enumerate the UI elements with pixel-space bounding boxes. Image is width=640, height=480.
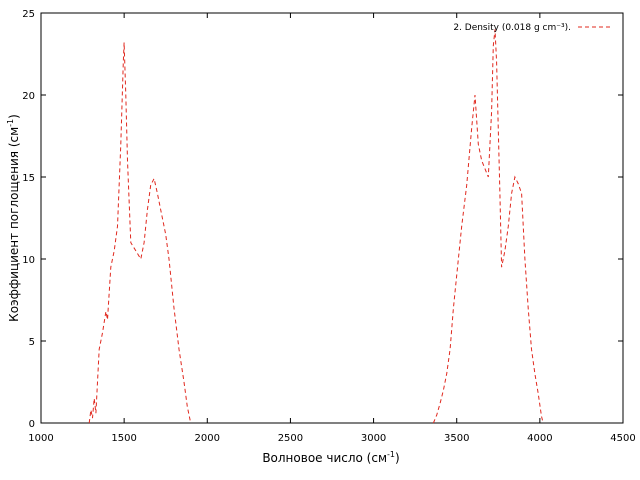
x-tick-label: 1000 xyxy=(28,433,53,444)
y-tick-label: 20 xyxy=(22,91,35,102)
y-tick-label: 15 xyxy=(22,173,35,184)
y-tick-label: 0 xyxy=(29,419,35,430)
y-tick-label: 25 xyxy=(22,9,35,20)
x-tick-label: 2500 xyxy=(278,433,303,444)
x-tick-label: 4500 xyxy=(610,433,635,444)
y-tick-label: 5 xyxy=(29,337,35,348)
x-tick-label: 3000 xyxy=(361,433,386,444)
x-tick-label: 4000 xyxy=(527,433,552,444)
series-line-0-segment-1 xyxy=(432,29,544,424)
series-line-0-segment-0 xyxy=(88,42,192,424)
series-layer xyxy=(88,29,544,424)
x-tick-label: 1500 xyxy=(111,433,136,444)
y-tick-label: 10 xyxy=(22,255,35,266)
y-axis-ticks: 0 5 10 15 20 25 xyxy=(22,9,623,430)
x-axis-ticks: 1000 1500 2000 2500 3000 3500 4000 4500 xyxy=(28,13,636,444)
plot-frame xyxy=(40,12,624,424)
x-axis-label: Волновое число (см-1) xyxy=(262,450,399,465)
legend-label: 2. Density (0.018 g cm⁻³). xyxy=(453,23,571,33)
y-axis-label: Коэффициент поглощения (см-1) xyxy=(6,114,21,322)
legend: 2. Density (0.018 g cm⁻³). xyxy=(453,23,610,33)
x-tick-label: 2000 xyxy=(195,433,220,444)
x-tick-label: 3500 xyxy=(444,433,469,444)
